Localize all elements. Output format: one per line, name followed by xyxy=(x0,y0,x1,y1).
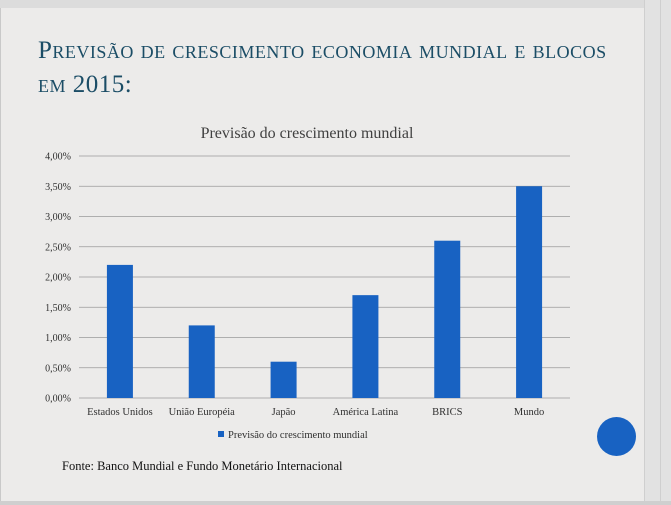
gridlines xyxy=(79,155,570,399)
next-slide-button[interactable] xyxy=(597,417,636,456)
slide-title: Previsão de crescimento economia mundial… xyxy=(38,37,607,98)
legend-label: Previsão do crescimento mundial xyxy=(228,430,368,441)
y-tick-label: 0,00% xyxy=(45,394,71,405)
y-tick-label: 3,50% xyxy=(45,182,71,193)
x-category-label: União Européia xyxy=(169,407,236,418)
bottom-band xyxy=(0,501,671,505)
bar xyxy=(106,264,133,398)
bar xyxy=(188,325,215,398)
x-category-label: Mundo xyxy=(514,407,544,418)
bar xyxy=(352,295,379,398)
bar xyxy=(270,361,297,398)
x-category-label: Japão xyxy=(272,407,296,418)
y-tick-label: 1,00% xyxy=(45,333,71,344)
chart-title: Previsão do crescimento mundial xyxy=(201,125,414,142)
y-tick-label: 1,50% xyxy=(45,303,71,314)
y-axis-tick-labels: 0,00% 0,50% 1,00% 1,50% 2,00% 2,50% 3,00% 3,50%… xyxy=(45,152,71,405)
right-band xyxy=(644,0,671,505)
bars xyxy=(106,186,543,398)
legend: Previsão do crescimento mundial xyxy=(218,430,368,441)
bar xyxy=(516,186,543,398)
y-tick-label: 3,00% xyxy=(45,212,71,223)
y-tick-label: 4,00% xyxy=(45,152,71,163)
x-axis-category-labels: Estados Unidos União Européia Japão América… xyxy=(87,407,544,418)
y-tick-label: 2,50% xyxy=(45,242,71,253)
legend-swatch xyxy=(218,431,224,437)
top-band xyxy=(0,0,671,8)
x-category-label: América Latina xyxy=(333,407,399,418)
y-tick-label: 2,00% xyxy=(45,273,71,284)
x-category-label: BRICS xyxy=(432,407,463,418)
x-category-label: Estados Unidos xyxy=(87,407,153,418)
y-tick-label: 0,50% xyxy=(45,363,71,374)
bar xyxy=(434,240,461,398)
source-note: Fonte: Banco Mundial e Fundo Monetário I… xyxy=(62,459,343,473)
